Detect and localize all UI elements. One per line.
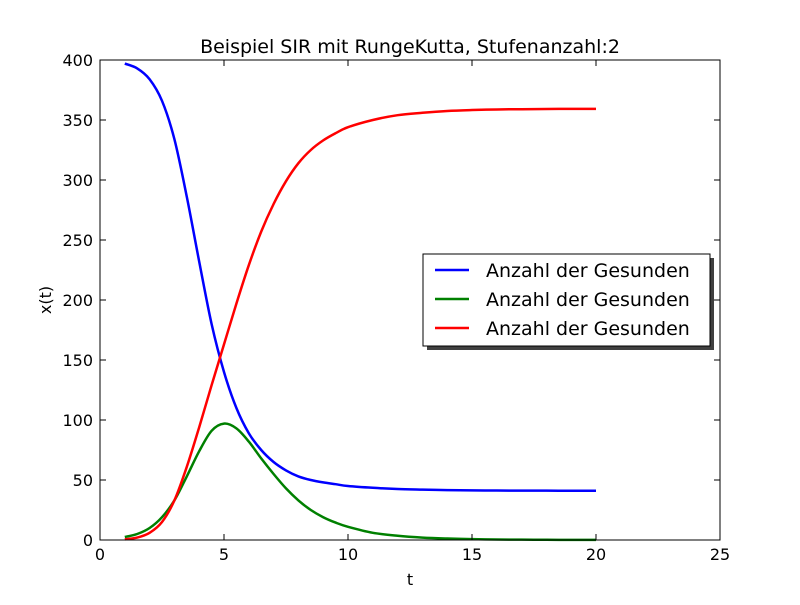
y-tick-label: 0 [83,531,93,550]
x-tick-label: 15 [462,545,482,564]
chart-title: Beispiel SIR mit RungeKutta, Stufenanzah… [200,36,620,58]
series-line-3 [124,107,597,541]
y-tick-label: 100 [62,411,93,430]
x-tick-label: 5 [219,545,229,564]
legend-label: Anzahl der Gesunden [486,289,690,311]
y-tick-label: 200 [62,291,93,310]
y-tick-label: 300 [62,171,93,190]
y-tick-label: 150 [62,351,93,370]
y-tick-label: 50 [73,471,93,490]
series-layer [124,62,597,542]
y-tick-label: 400 [62,51,93,70]
y-tick-label: 350 [62,111,93,130]
legend-label: Anzahl der Gesunden [486,260,690,282]
x-tick-label: 25 [710,545,730,564]
legend-label: Anzahl der Gesunden [486,318,690,340]
x-tick-label: 10 [338,545,358,564]
series-line-2 [124,422,597,542]
series-line-1 [124,62,597,493]
x-axis-label: t [407,570,413,589]
legend: Anzahl der Gesunden Anzahl der Gesunden An… [422,253,714,350]
y-axis-label: x(t) [36,286,55,314]
y-tick-label: 250 [62,231,93,250]
x-tick-label: 20 [586,545,606,564]
legend-box [422,253,711,347]
x-tick-label: 0 [95,545,105,564]
